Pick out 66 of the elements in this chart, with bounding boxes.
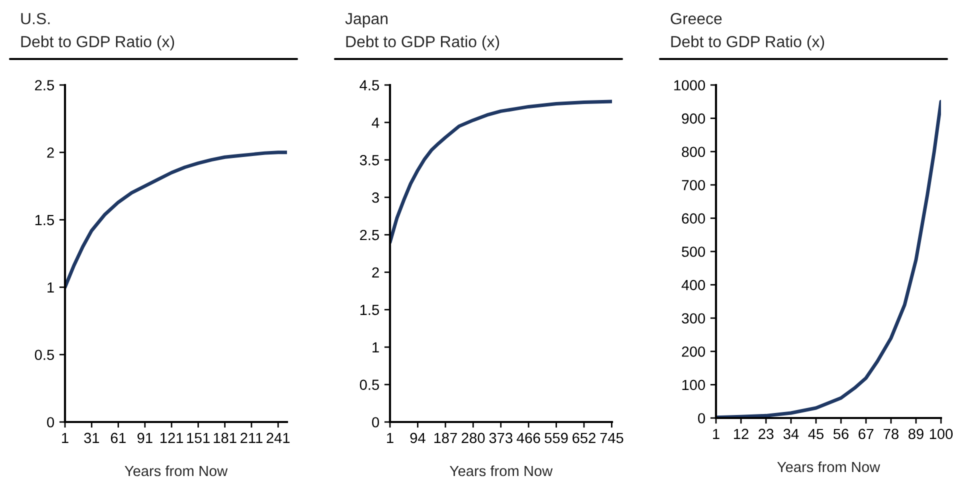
y-tick-label: 300 [682,313,706,324]
x-tick-label: 56 [833,428,848,440]
y-tick-label: 4.5 [360,80,379,90]
x-tick-label: 211 [240,432,262,443]
chart-subtitle: Debt to GDP Ratio (x) [671,36,824,50]
x-tick-label: 91 [137,432,152,444]
y-tick-label: 100 [682,380,706,390]
y-tick-label: 200 [682,346,706,357]
x-tick-label: 67 [858,428,874,440]
y-tick-label: 1 [372,342,379,352]
y-tick-label: 3.5 [360,154,379,166]
y-tick-label: 3 [372,192,379,203]
x-tick-label: 187 [434,432,457,444]
x-tick-label: 121 [160,432,184,443]
y-tick-label: 2.5 [360,230,379,240]
x-tick-label: 373 [489,432,512,444]
chart-title: U.S. [21,12,50,24]
y-tick-label: 700 [682,180,706,190]
chart-title: Japan [345,13,388,28]
x-tick-label: 466 [516,432,540,444]
x-tick-label: 31 [84,432,100,444]
x-axis-title: Years from Now [777,461,880,472]
x-tick-label: 745 [600,432,624,444]
y-tick-label: 0 [372,417,380,428]
y-tick-label: 2 [47,148,54,158]
chart-subtitle: Debt to GDP Ratio (x) [21,36,174,50]
x-tick-label: 559 [544,432,568,444]
x-tick-label: 280 [462,432,485,444]
y-tick-label: 2.5 [35,80,54,90]
x-tick-label: 94 [410,432,426,444]
y-tick-label: 1.5 [360,304,379,316]
x-tick-label: 151 [187,432,210,444]
x-tick-label: 1 [713,428,720,439]
x-tick-label: 89 [908,428,924,440]
x-tick-label: 61 [110,432,126,444]
y-tick-label: 0 [698,413,706,424]
x-tick-label: 652 [572,432,596,444]
y-tick-label: 600 [682,213,706,224]
x-tick-label: 45 [808,428,824,440]
y-tick-label: 500 [682,246,706,257]
x-tick-label: 1 [387,432,394,443]
chart-subtitle: Debt to GDP Ratio (x) [346,36,500,50]
y-tick-label: 2 [372,267,379,278]
y-tick-label: 1000 [674,80,706,90]
x-axis-title: Years from Now [124,465,228,476]
y-tick-label: 800 [682,146,706,158]
y-tick-label: 0 [47,417,54,428]
chart-title: Greece [670,12,722,24]
x-tick-label: 34 [783,428,799,440]
x-tick-label: 23 [758,428,774,440]
line-series [65,150,287,289]
line-series [390,100,612,244]
y-tick-label: 400 [682,280,706,290]
y-tick-label: 0.5 [360,380,379,390]
y-tick-label: 0.5 [34,350,54,360]
x-tick-label: 1 [62,432,68,443]
y-tick-label: 900 [682,113,706,124]
y-tick-label: 1 [48,282,54,292]
x-tick-label: 241 [266,432,290,443]
x-tick-label: 12 [734,428,748,439]
y-tick-label: 1.5 [35,215,54,226]
x-axis-title: Years from Now [450,465,553,476]
y-tick-label: 4 [372,118,380,128]
x-tick-label: 181 [214,432,236,444]
x-tick-label: 78 [884,428,898,440]
x-tick-label: 100 [930,428,953,440]
